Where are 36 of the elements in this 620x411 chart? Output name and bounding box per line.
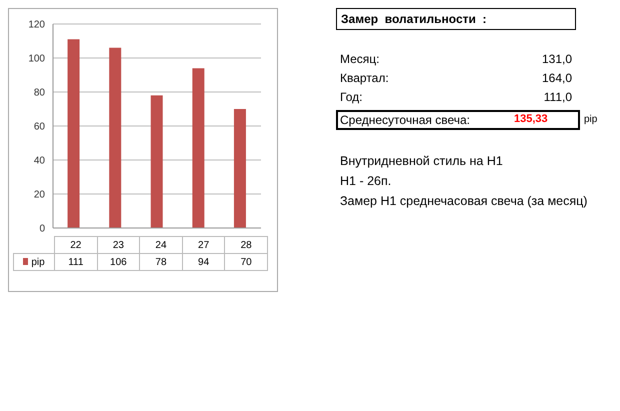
x-tick-label: 22 [54, 236, 98, 254]
y-tick-label: 120 [28, 20, 46, 31]
bar [192, 68, 204, 228]
text: Замер H1 среднечасовая свеча (за месяц) [340, 194, 588, 208]
text: 111,0 [544, 90, 572, 104]
bar [109, 48, 122, 228]
text: pip [584, 114, 598, 125]
text: Квартал: [340, 71, 389, 85]
y-tick-label: 100 [28, 54, 46, 65]
x-tick-label: 28 [224, 236, 268, 254]
y-tick-label: 0 [39, 224, 46, 235]
text: 131,0 [542, 52, 572, 66]
data-label: 78 [140, 254, 182, 270]
x-tick-label: 23 [97, 236, 140, 254]
data-label: 94 [182, 254, 225, 270]
y-tick-label: 20 [34, 190, 46, 201]
data-label: 111 [54, 254, 98, 270]
bar [150, 95, 163, 228]
data-label: 106 [97, 254, 140, 270]
y-tick-label: 40 [34, 156, 46, 167]
legend-label: pip [14, 254, 54, 270]
bar [68, 39, 80, 228]
x-tick-label: 24 [140, 236, 182, 254]
bar [234, 109, 246, 228]
x-tick-label: 27 [182, 236, 225, 254]
y-tick-label: 80 [34, 88, 46, 99]
text: Замер волатильности : [341, 12, 487, 26]
text: H1 - 26п. [340, 174, 392, 188]
data-label: 70 [224, 254, 268, 270]
y-tick-label: 60 [34, 122, 46, 133]
text: 135,33 [514, 113, 548, 125]
text: Год: [340, 90, 362, 104]
text: Среднесуточная свеча: [340, 113, 470, 127]
text: 164,0 [542, 71, 572, 85]
text: Месяц: [340, 52, 380, 66]
text: Внутридневной стиль на H1 [340, 154, 503, 168]
